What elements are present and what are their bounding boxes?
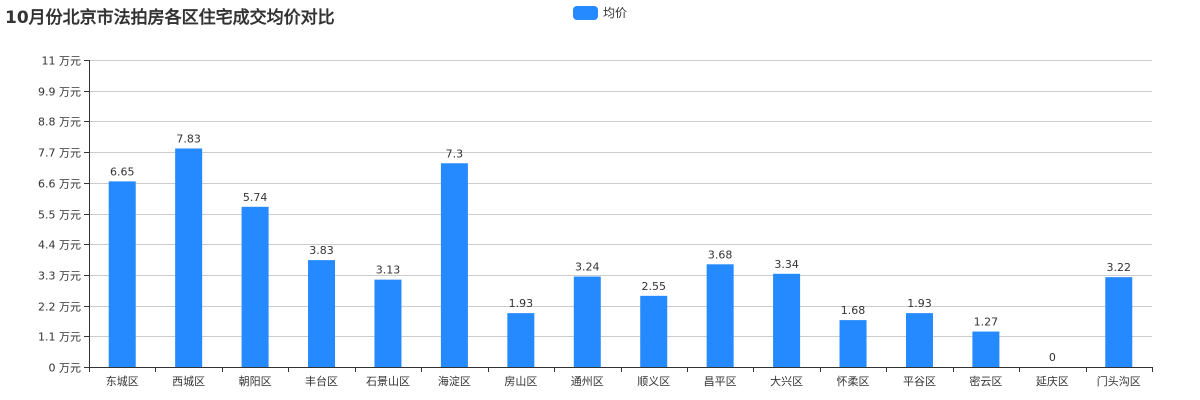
bar[interactable] [839, 320, 867, 367]
bar[interactable] [175, 148, 203, 367]
y-tick-label: 11 万元 [42, 55, 82, 68]
bar-value-label: 3.83 [309, 244, 334, 257]
bar[interactable] [640, 295, 668, 367]
y-axis: 0 万元 1.1 万元 2.2 万元 3.3 万元 4.4 万元 5.5 万元 6.6 万元… [38, 55, 90, 375]
y-tick-label: 6.6 万元 [38, 178, 81, 191]
x-category-label: 通州区 [571, 375, 604, 388]
y-tick-label: 5.5 万元 [38, 209, 81, 222]
bar[interactable] [573, 276, 601, 367]
bar-value-label: 7.83 [176, 132, 201, 145]
bar[interactable] [440, 163, 468, 367]
bar[interactable] [241, 206, 269, 367]
y-tick-label: 8.8 万元 [38, 116, 81, 129]
bar[interactable] [374, 279, 402, 367]
bar[interactable] [706, 264, 734, 367]
x-category-label: 大兴区 [770, 374, 803, 388]
x-category-label: 平谷区 [903, 375, 936, 388]
bar-value-label: 6.65 [110, 165, 135, 178]
x-category-label: 房山区 [504, 375, 537, 388]
bar-value-label: 1.68 [841, 304, 866, 317]
x-axis: 东城区 西城区 朝阳区 丰台区 石景山区 海淀区 房山区 通州区 顺义区 昌平区 大兴区 怀柔区 平谷区… [89, 367, 1153, 388]
bar[interactable] [905, 313, 933, 367]
x-category-label: 丰台区 [305, 374, 338, 388]
x-category-label: 顺义区 [637, 375, 670, 388]
x-category-label: 东城区 [106, 375, 139, 388]
bar-value-label: 1.93 [509, 297, 534, 310]
x-category-label: 石景山区 [366, 375, 410, 388]
legend-swatch-icon [573, 5, 598, 20]
y-tick-label: 7.7 万元 [38, 147, 81, 160]
x-category-label: 海淀区 [438, 374, 471, 388]
bar[interactable] [773, 273, 801, 367]
x-category-label: 昌平区 [704, 375, 737, 388]
x-category-label: 延庆区 [1036, 374, 1069, 388]
y-tick-label: 2.2 万元 [38, 301, 81, 314]
bar-value-label: 1.93 [907, 297, 932, 310]
y-tick-label: 1.1 万元 [38, 331, 81, 344]
x-category-label: 朝阳区 [239, 375, 272, 388]
bar-value-label: 3.68 [708, 248, 733, 261]
bar-value-label: 3.22 [1107, 261, 1132, 274]
legend-label: 均价 [603, 6, 628, 20]
bar-value-label: 1.27 [974, 316, 999, 329]
bar[interactable] [507, 313, 535, 367]
bar[interactable] [308, 260, 336, 367]
bar-value-label: 2.55 [641, 280, 666, 293]
x-category-label: 怀柔区 [837, 375, 870, 388]
bar-value-label: 0 [1049, 351, 1056, 364]
chart-title: 10月份北京市法拍房各区住宅成交均价对比 [5, 8, 335, 28]
y-tick-label: 0 万元 [49, 362, 82, 375]
bar-value-label: 5.74 [243, 191, 268, 204]
y-tick-label: 9.9 万元 [38, 86, 81, 99]
legend-item-average-price[interactable]: 均价 [573, 4, 627, 21]
y-tick-label: 4.4 万元 [38, 239, 81, 252]
bar-value-label: 3.13 [376, 264, 401, 277]
bar-value-label: 3.24 [575, 261, 600, 274]
x-category-label: 门头沟区 [1097, 374, 1141, 388]
bar[interactable] [108, 181, 136, 367]
bars: 6.65 7.83 5.74 3.83 3.13 7.3 1.93 3.24 2.55 3.68 3… [108, 132, 1133, 367]
y-tick-label: 3.3 万元 [38, 270, 81, 283]
x-category-label: 西城区 [172, 375, 205, 388]
bar[interactable] [1105, 277, 1133, 367]
x-category-label: 密云区 [969, 374, 1002, 388]
bar[interactable] [972, 331, 1000, 367]
bar-value-label: 7.3 [446, 147, 464, 160]
bar-value-label: 3.34 [774, 258, 799, 271]
